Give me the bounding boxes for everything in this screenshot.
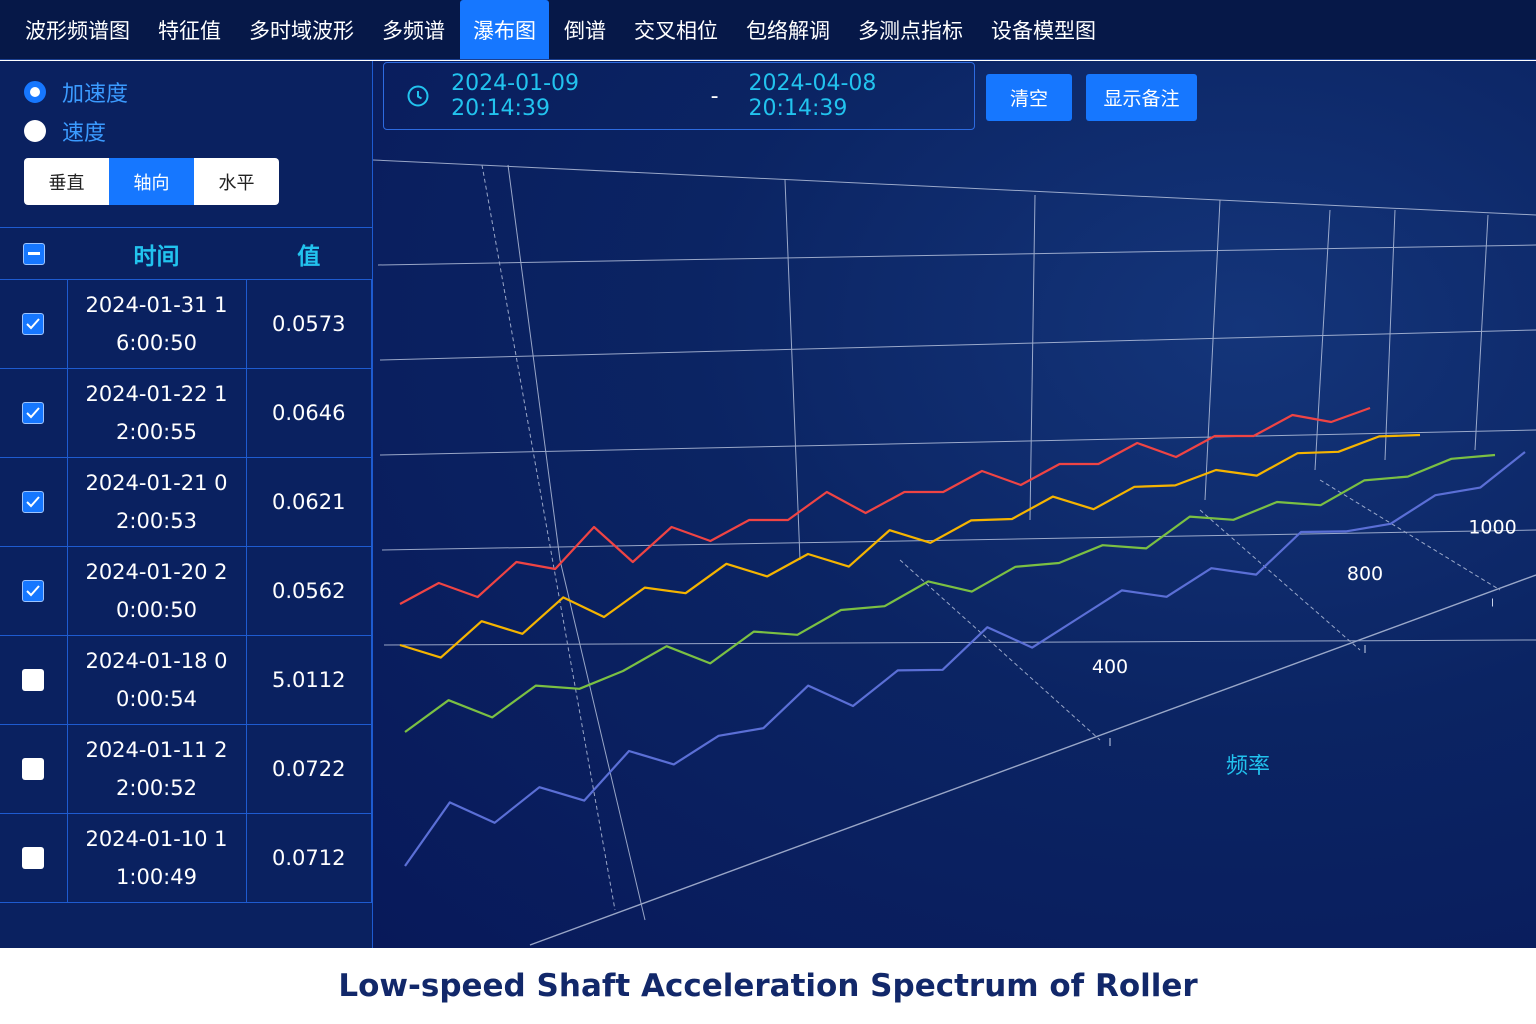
row-value: 0.0562: [246, 546, 372, 636]
row-checkbox-cell: [0, 368, 68, 458]
x-tick-label: 800: [1347, 563, 1383, 585]
row-checkbox[interactable]: [22, 580, 45, 602]
check-mark: [26, 318, 40, 330]
nav-tab[interactable]: 多测点指标: [858, 18, 963, 43]
row-checkbox[interactable]: [22, 758, 45, 780]
direction-option[interactable]: 轴向: [109, 158, 194, 205]
check-mark: [26, 496, 40, 508]
nav-tab[interactable]: 设备模型图: [991, 18, 1096, 43]
table-row: 2024-01-22 12:00:55 0.0646: [0, 368, 372, 458]
radio-label: 加速度: [62, 82, 129, 107]
table-header: 时间 值: [0, 227, 372, 280]
spectrum-line: [399, 433, 1421, 659]
direction-switch: 垂直 轴向 水平: [24, 158, 279, 205]
clock-icon: [407, 85, 429, 107]
table-row: 2024-01-10 11:00:49 0.0712: [0, 813, 372, 903]
chart-panel: [373, 61, 1536, 948]
x-axis-label: 频率: [1226, 754, 1270, 779]
row-checkbox[interactable]: [22, 847, 45, 869]
row-time: 2024-01-10 11:00:49: [67, 813, 247, 903]
row-time: 2024-01-20 20:00:50: [67, 546, 247, 636]
row-checkbox-cell: [0, 279, 68, 369]
row-checkbox-cell: [0, 813, 68, 903]
select-all[interactable]: [0, 227, 67, 280]
waterfall-chart: 400 800 1000 频率: [373, 159, 1536, 946]
record-table: 时间 值 2024-01-31 16:00:50 0.0573 2024-01-22…: [0, 227, 372, 903]
header-value: 值: [246, 227, 372, 280]
row-checkbox[interactable]: [22, 491, 45, 513]
check-mark: [26, 407, 40, 419]
spectrum-line: [404, 453, 1496, 733]
check-mark: [26, 585, 40, 597]
radio-dot: [24, 120, 46, 142]
radio-label: 速度: [62, 121, 107, 146]
nav-tab[interactable]: 倒谱: [564, 18, 606, 43]
top-nav: 波形频谱图 特征值 多时域波形 多频谱 瀑布图 倒谱 交叉相位 包络解调 多测点指标 设备模型图: [0, 0, 1536, 60]
radio-option[interactable]: 速度: [24, 115, 106, 147]
row-time: 2024-01-31 16:00:50: [67, 279, 247, 369]
row-time: 2024-01-22 12:00:55: [67, 368, 247, 458]
sidebar: 垂直 轴向 水平 时间 值 2024-01-31 16:00:50 0.0573 202…: [0, 61, 373, 948]
row-value: 0.0573: [246, 279, 372, 369]
table-row: 2024-01-31 16:00:50 0.0573: [0, 279, 372, 369]
row-value: 0.0712: [246, 813, 372, 903]
table-row: 2024-01-21 02:00:53 0.0621: [0, 457, 372, 547]
end-date: 2024-04-08 20:14:39: [748, 71, 877, 121]
spectrum-line: [399, 406, 1371, 605]
row-time: 2024-01-11 22:00:52: [67, 724, 247, 814]
row-checkbox-cell: [0, 635, 68, 725]
nav-tab[interactable]: 多时域波形: [249, 18, 354, 43]
x-tick-label: 1000: [1468, 517, 1516, 539]
row-checkbox-cell: [0, 724, 68, 814]
caption: Low-speed Shaft Acceleration Spectrum of…: [338, 968, 1198, 1004]
separator: -: [710, 83, 719, 109]
nav-tab[interactable]: 包络解调: [746, 18, 830, 43]
direction-option[interactable]: 垂直: [24, 158, 109, 205]
spectrum-line: [404, 451, 1526, 867]
nav-tab[interactable]: 交叉相位: [634, 18, 718, 43]
nav-tab[interactable]: 多频谱: [382, 18, 445, 43]
direction-option[interactable]: 水平: [194, 158, 279, 205]
radio-option[interactable]: 加速度: [24, 76, 128, 108]
row-checkbox-cell: [0, 457, 68, 547]
nav-tab[interactable]: 瀑布图: [460, 0, 549, 59]
row-checkbox[interactable]: [22, 402, 45, 424]
row-time: 2024-01-21 02:00:53: [67, 457, 247, 547]
row-value: 0.0621: [246, 457, 372, 547]
nav-tab[interactable]: 特征值: [158, 18, 221, 43]
row-value: 0.0722: [246, 724, 372, 814]
grid-frame: [373, 159, 1536, 946]
row-value: 0.0646: [246, 368, 372, 458]
nav-tab[interactable]: 波形频谱图: [25, 18, 130, 43]
row-checkbox[interactable]: [22, 313, 45, 335]
table-row: 2024-01-18 00:00:54 5.0112: [0, 635, 372, 725]
table-row: 2024-01-11 22:00:52 0.0722: [0, 724, 372, 814]
radio-dot: [24, 81, 46, 103]
row-time: 2024-01-18 00:00:54: [67, 635, 247, 725]
date-range[interactable]: 2024-01-09 20:14:39 - 2024-04-08 20:14:3…: [383, 62, 975, 130]
start-date: 2024-01-09 20:14:39: [451, 71, 580, 121]
clear-button[interactable]: 清空: [986, 74, 1072, 121]
x-tick-label: 400: [1092, 656, 1128, 678]
table-row: 2024-01-20 20:00:50 0.0562: [0, 546, 372, 636]
notes-button[interactable]: 显示备注: [1086, 74, 1197, 121]
header-time: 时间: [67, 227, 246, 280]
row-value: 5.0112: [246, 635, 372, 725]
row-checkbox[interactable]: [22, 669, 45, 691]
row-checkbox-cell: [0, 546, 68, 636]
